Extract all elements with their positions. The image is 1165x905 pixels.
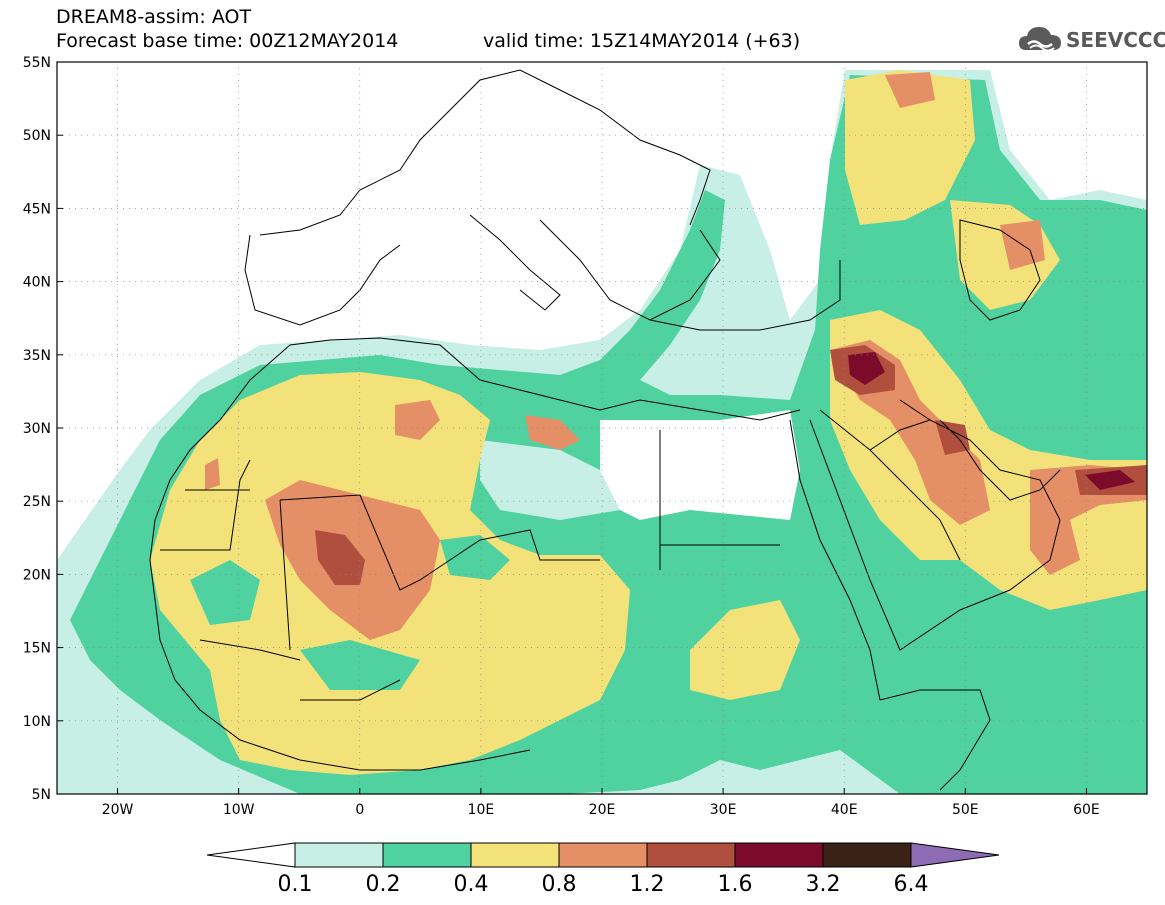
- colorbar-label: 6.4: [894, 872, 929, 897]
- coast-iberia: [244, 234, 401, 326]
- aot-level-0.8: [525, 415, 580, 450]
- coast-caspian: [959, 219, 1041, 321]
- border-middle-east: [819, 409, 961, 561]
- border-sahara: [279, 430, 780, 651]
- forecast-valid-time: valid time: 15Z14MAY2014 (+63): [483, 30, 801, 52]
- longitude-labels: 20W 10W 0 10E 20E 30E 40E 50E 60E: [102, 788, 1100, 818]
- lon-label: 10W: [223, 802, 255, 818]
- cloud-icon: [1019, 27, 1061, 52]
- aot-level-0.8: [205, 458, 220, 490]
- aot-field: [57, 70, 1147, 794]
- seevccc-logo: SEEVCCC: [1018, 22, 1165, 58]
- map-title: DREAM8-assim: AOT: [56, 6, 252, 28]
- lat-label: 15N: [23, 641, 51, 657]
- colorbar-label: 0.8: [542, 872, 577, 897]
- colorbar-label: 1.6: [718, 872, 753, 897]
- colorbar-segment: [646, 842, 736, 868]
- coast-persian-gulf: [939, 419, 1061, 501]
- colorbar-label: 1.2: [630, 872, 665, 897]
- aot-hole: [480, 440, 620, 520]
- coast-europe: [259, 69, 711, 236]
- colorbar-low-arrow: [206, 842, 296, 868]
- coastlines: [149, 69, 1061, 791]
- latitude-labels: 55N 50N 45N 40N 35N 30N 25N 20N 15N 10N 5N: [23, 55, 63, 803]
- coast-mediterranean-south: [329, 337, 801, 421]
- colorbar-segment: [382, 842, 472, 868]
- logo-text: SEEVCCC: [1066, 28, 1165, 52]
- lon-label: 10E: [468, 802, 495, 818]
- colorbar-high-arrow: [910, 842, 1000, 868]
- graticule: [57, 62, 1147, 794]
- lon-label: 20W: [102, 802, 134, 818]
- colorbar-label: 0.4: [454, 872, 489, 897]
- aot-level-0.2: [300, 640, 420, 690]
- lat-label: 35N: [23, 348, 51, 364]
- lat-label: 45N: [23, 201, 51, 217]
- colorbar: 0.1 0.2 0.4 0.8 1.2 1.6 3.2 6.4: [206, 842, 1000, 897]
- colorbar-label: 3.2: [806, 872, 841, 897]
- lat-label: 20N: [23, 567, 51, 583]
- aot-hole: [600, 410, 800, 520]
- aot-level-1.6: [848, 352, 885, 385]
- aot-level-0.8: [395, 400, 440, 440]
- colorbar-segment: [470, 842, 560, 868]
- coast-arabia: [809, 399, 1061, 651]
- aot-level-0.4: [690, 600, 800, 700]
- coast-italy: [469, 214, 561, 311]
- lat-label: 50N: [23, 128, 51, 144]
- aot-level-0.2: [440, 535, 510, 580]
- aot-level-1.2: [315, 530, 365, 585]
- lon-label: 30E: [710, 802, 737, 818]
- lon-label: 50E: [952, 802, 979, 818]
- lat-label: 55N: [23, 55, 51, 71]
- colorbar-segment: [822, 842, 912, 868]
- coast-horn-africa: [879, 689, 991, 791]
- aot-level-1.2: [935, 420, 970, 455]
- aot-level-0.2: [190, 560, 260, 625]
- colorbar-segment: [734, 842, 824, 868]
- coast-turkey: [649, 260, 841, 331]
- lon-label: 60E: [1073, 802, 1100, 818]
- aot-level-0.4: [845, 70, 975, 225]
- lon-label: 0: [355, 802, 364, 818]
- lat-label: 25N: [23, 494, 51, 510]
- colorbar-segment: [558, 842, 648, 868]
- lat-label: 10N: [23, 714, 51, 730]
- border-west-africa: [160, 459, 401, 701]
- lat-label: 5N: [32, 787, 51, 803]
- coast-africa-west: [149, 339, 531, 771]
- lat-label: 30N: [23, 421, 51, 437]
- lon-label: 20E: [589, 802, 616, 818]
- coast-red-sea: [789, 419, 881, 701]
- colorbar-segment: [294, 842, 384, 868]
- colorbar-label: 0.2: [366, 872, 401, 897]
- lat-label: 40N: [23, 275, 51, 291]
- forecast-base-time: Forecast base time: 00Z12MAY2014: [56, 30, 399, 52]
- lon-label: 40E: [831, 802, 858, 818]
- aot-level-1.6: [1085, 470, 1135, 490]
- aot-level-0.8: [885, 72, 935, 108]
- colorbar-label: 0.1: [278, 872, 313, 897]
